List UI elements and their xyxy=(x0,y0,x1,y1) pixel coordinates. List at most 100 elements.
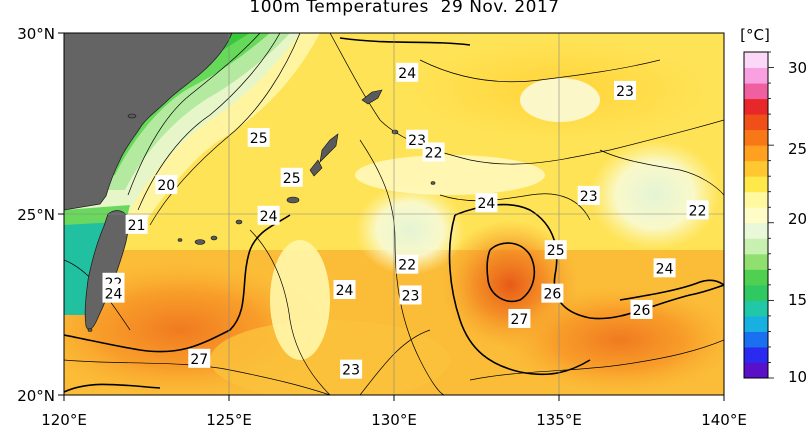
contour-label-text: 23 xyxy=(580,189,598,205)
contour-label-box xyxy=(155,175,178,195)
contour-label-text: 22 xyxy=(689,203,707,219)
contour-label-box xyxy=(396,254,419,274)
colorbar-tick-label: 20 xyxy=(788,210,807,228)
contour-label: 25 xyxy=(544,240,567,260)
colorbar-segment xyxy=(744,67,768,84)
contour-label: 24 xyxy=(333,280,356,300)
contour-label: 22 xyxy=(686,200,709,220)
x-tick-label: 140°E xyxy=(701,411,747,429)
contour-label-box xyxy=(340,359,363,379)
contour-label-box xyxy=(422,142,445,162)
colorbar-segment xyxy=(744,83,768,100)
map-title-date: 29 Nov. 2017 xyxy=(440,0,560,17)
contour-label-text: 20 xyxy=(157,178,175,194)
contour-label-text: 22 xyxy=(425,145,443,161)
y-tick-label: 30°N xyxy=(17,25,55,43)
colorbar-segment xyxy=(744,160,768,177)
colorbar-tick-label: 10 xyxy=(788,368,807,386)
contour-label-box xyxy=(102,283,125,303)
contour-label-box xyxy=(333,280,356,300)
land-mainland xyxy=(64,33,233,211)
colorbar-segment xyxy=(744,269,768,286)
contour-lines xyxy=(64,33,724,395)
contour-label: 24 xyxy=(396,62,419,82)
colorbar-segment xyxy=(744,362,768,379)
contour-label: 27 xyxy=(508,308,531,328)
colorbar-segment xyxy=(744,191,768,208)
contour-label: 21 xyxy=(125,214,148,234)
x-tick-label: 125°E xyxy=(206,411,252,429)
contour-label: 25 xyxy=(280,167,303,187)
contour-label-box xyxy=(399,285,422,305)
map-grid xyxy=(64,33,724,395)
map-title-label: 100m Temperatures xyxy=(249,0,429,17)
contour-label: 24 xyxy=(102,283,125,303)
colorbar-unit: [°C] xyxy=(740,26,770,44)
contour-label: 22 xyxy=(396,254,419,274)
contour-label: 23 xyxy=(340,359,363,379)
contour-label: 23 xyxy=(577,185,600,205)
contour-label: 24 xyxy=(257,205,280,225)
contour-label: 24 xyxy=(653,258,676,278)
contour-lines-major xyxy=(64,37,724,393)
colorbar-segment xyxy=(744,253,768,270)
contour-label-text: 26 xyxy=(543,287,561,303)
colorbar-frame xyxy=(743,51,769,379)
contour-label-box xyxy=(653,258,676,278)
contour-label: 20 xyxy=(155,175,178,195)
x-tick-label: 130°E xyxy=(371,411,417,429)
contour-label: 22 xyxy=(422,142,445,162)
contour-label-text: 22 xyxy=(398,258,416,274)
contour-label-text: 21 xyxy=(128,218,146,234)
contour-label-box xyxy=(188,348,211,368)
contour-label-box xyxy=(577,185,600,205)
contour-label-box xyxy=(630,299,653,319)
contour-label-box xyxy=(508,308,531,328)
colorbar-segment xyxy=(744,315,768,332)
contour-label-box xyxy=(541,283,564,303)
x-tick-label: 135°E xyxy=(536,411,582,429)
contour-label-box xyxy=(280,167,303,187)
contour-label-text: 25 xyxy=(250,131,268,147)
contour-label-box xyxy=(475,193,498,213)
colorbar-tick-label: 15 xyxy=(788,291,807,309)
contour-label-text: 24 xyxy=(477,196,495,212)
contour-label-layer: 2423252322252023242422212522242224242326… xyxy=(102,62,709,379)
contour-label-text: 24 xyxy=(656,261,674,277)
contour-label: 26 xyxy=(630,299,653,319)
contour-label-text: 23 xyxy=(402,288,420,304)
contour-label: 24 xyxy=(475,193,498,213)
contour-label-box xyxy=(614,80,636,100)
contour-label-box xyxy=(247,127,270,147)
contour-label-text: 23 xyxy=(408,133,426,149)
colorbar-segment xyxy=(744,238,768,255)
contour-label: 23 xyxy=(614,80,636,100)
contour-label-text: 24 xyxy=(105,287,123,303)
y-tick-label: 25°N xyxy=(17,206,55,224)
colorbar-segment xyxy=(744,346,768,363)
y-tick-label: 20°N xyxy=(17,387,55,405)
contour-label-box xyxy=(257,205,280,225)
colorbar-segment xyxy=(744,207,768,224)
x-tick-label: 120°E xyxy=(41,411,87,429)
axis-ticks xyxy=(58,32,725,401)
colorbar-segment xyxy=(744,222,768,239)
contour-label-text: 23 xyxy=(342,363,360,379)
contour-label-box xyxy=(686,200,709,220)
contour-label-text: 25 xyxy=(283,171,301,187)
contour-label-text: 23 xyxy=(616,84,634,100)
colorbar-segment xyxy=(744,114,768,131)
contour-label-text: 24 xyxy=(398,66,416,82)
contour-label-text: 27 xyxy=(190,352,208,368)
colorbar xyxy=(743,51,774,379)
colorbar-segment xyxy=(744,145,768,162)
colorbar-tick-labels: 30 25 20 15 10 xyxy=(788,59,807,386)
contour-label-box xyxy=(125,214,148,234)
contour-label: 25 xyxy=(247,127,270,147)
contour-label-text: 24 xyxy=(260,209,278,225)
colorbar-segment xyxy=(744,331,768,348)
contour-label: 26 xyxy=(541,283,564,303)
colorbar-segment xyxy=(744,98,768,115)
axis-tick-labels: 120°E 125°E 130°E 135°E 140°E 30°N 25°N … xyxy=(17,25,747,429)
